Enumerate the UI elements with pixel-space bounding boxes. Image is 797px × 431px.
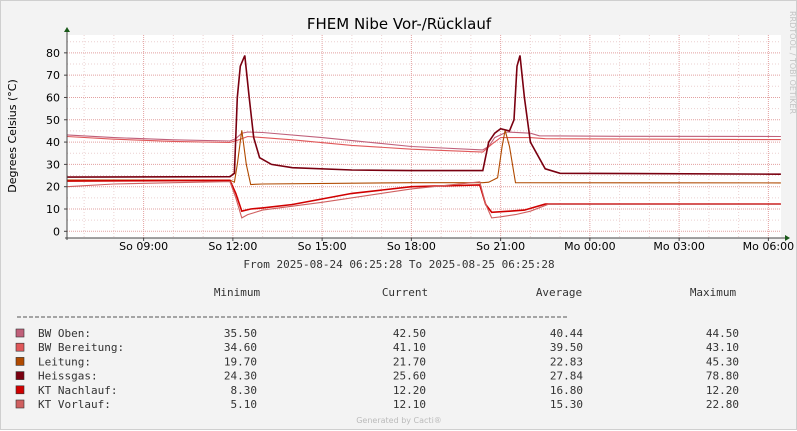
legend-value: 24.30: [224, 370, 257, 383]
series-lines: [66, 55, 781, 219]
rrdtool-credit: RRDTOOL / TOBI OETIKER: [788, 11, 797, 114]
legend-value: 34.60: [224, 341, 257, 354]
y-tick-label: 60: [46, 91, 60, 104]
y-axis-label: Degrees Celsius (°C): [6, 79, 19, 193]
legend-value: 43.10: [706, 341, 739, 354]
legend-value: 45.30: [706, 355, 739, 368]
legend-value: 27.84: [550, 370, 583, 383]
y-tick-label: 20: [46, 181, 60, 194]
legend-swatch: [15, 328, 25, 338]
y-tick-label: 50: [46, 114, 60, 127]
legend-swatch: [15, 357, 25, 366]
y-axis-arrow: [64, 27, 70, 32]
legend-header: Minimum: [214, 286, 261, 299]
legend-value: 19.70: [224, 355, 257, 368]
series-line-3: [66, 55, 781, 178]
legend-value: 12.20: [706, 384, 739, 397]
x-tick-label: So 09:00: [119, 240, 168, 253]
series-line-4: [66, 179, 781, 214]
y-tick-label: 0: [53, 225, 60, 238]
date-range-text: From 2025-08-24 06:25:28 To 2025-08-25 0…: [243, 258, 554, 271]
legend-swatch: [15, 399, 25, 409]
legend-value: 41.10: [393, 341, 426, 354]
axes: [64, 27, 790, 241]
series-line-5: [66, 181, 781, 219]
legend-value: 15.30: [550, 398, 583, 411]
legend-value: 16.80: [550, 384, 583, 397]
y-tick-label: 70: [46, 69, 60, 82]
legend-series-name: BW Oben:: [38, 327, 91, 340]
legend-value: 35.50: [224, 327, 257, 340]
series-line-0: [66, 131, 781, 151]
legend-value: 78.80: [706, 370, 739, 383]
legend-swatch: [15, 371, 25, 380]
legend-series-name: Heissgas:: [38, 370, 98, 383]
chart-title: FHEM Nibe Vor-/Rücklauf: [307, 15, 492, 33]
series-line-2: [66, 130, 781, 186]
y-tick-label: 10: [46, 203, 60, 216]
y-tick-label: 80: [46, 47, 60, 60]
legend-value: 39.50: [550, 341, 583, 354]
legend-value: 8.30: [231, 384, 258, 397]
x-tick-label: Mo 00:00: [564, 240, 615, 253]
legend-series-name: KT Nachlauf:: [38, 384, 117, 397]
legend-value: 21.70: [393, 355, 426, 368]
x-tick-label: So 12:00: [208, 240, 257, 253]
legend-value: 12.10: [393, 398, 426, 411]
series-line-1: [66, 135, 781, 153]
legend-value: 22.83: [550, 355, 583, 368]
x-tick-label: Mo 06:00: [743, 240, 794, 253]
x-tick-labels: So 09:00 So 12:00 So 15:00 So 18:00 So 21:00…: [119, 238, 794, 253]
x-axis-arrow: [785, 235, 790, 241]
legend-value: 5.10: [231, 398, 258, 411]
legend-swatch: [15, 385, 25, 395]
x-tick-label: Mo 03:00: [653, 240, 704, 253]
y-tick-labels: 0 10 20 30 40 50 60 70 80: [46, 47, 67, 238]
x-tick-label: So 21:00: [476, 240, 525, 253]
legend-header: Current: [382, 286, 428, 299]
legend-value: 40.44: [550, 327, 583, 340]
legend-value: 22.80: [706, 398, 739, 411]
y-tick-label: 40: [46, 136, 60, 149]
legend-value: 44.50: [706, 327, 739, 340]
legend-swatch: [15, 342, 25, 352]
legend-series-name: KT Vorlauf:: [38, 398, 111, 411]
legend-value: 42.50: [393, 327, 426, 340]
legend-series-name: Leitung:: [38, 355, 91, 368]
legend-value: 12.20: [393, 384, 426, 397]
legend-table: Minimum Current Average Maximum BW Oben: 35.5…: [15, 286, 739, 411]
legend-header: Maximum: [690, 286, 737, 299]
grid: [67, 35, 781, 238]
legend-value: 25.60: [393, 370, 426, 383]
legend-series-name: BW Bereitung:: [38, 341, 124, 354]
legend-header: Average: [536, 286, 582, 299]
cacti-credit: Generated by Cacti®: [356, 416, 442, 425]
x-tick-label: So 18:00: [387, 240, 436, 253]
x-tick-label: So 15:00: [298, 240, 347, 253]
y-tick-label: 30: [46, 158, 60, 171]
